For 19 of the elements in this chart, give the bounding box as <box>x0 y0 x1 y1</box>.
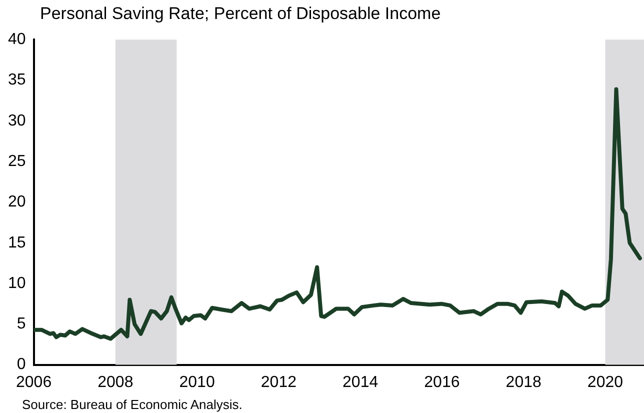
y-tick-label: 25 <box>8 152 26 170</box>
x-tick-label: 2006 <box>16 374 52 391</box>
x-tick-label: 2012 <box>260 374 297 391</box>
y-tick-label: 15 <box>8 234 26 252</box>
y-tick-label: 20 <box>8 194 26 211</box>
y-tick-label: 5 <box>16 316 26 333</box>
x-tick-label: 2014 <box>342 374 378 391</box>
y-tick-label: 35 <box>8 72 26 89</box>
x-tick-label: 2018 <box>506 374 542 391</box>
y-tick-label: 30 <box>8 112 26 130</box>
y-tick-label: 10 <box>8 274 26 292</box>
x-tick-label: 2016 <box>424 374 460 391</box>
source-note: Source: Bureau of Economic Analysis. <box>22 397 242 412</box>
x-tick-label: 2008 <box>98 374 134 391</box>
y-tick-label: 40 <box>8 31 26 48</box>
x-tick-label: 2010 <box>179 374 215 391</box>
chart-title: Personal Saving Rate; Percent of Disposable Income <box>40 4 441 24</box>
x-tick-label: 2020 <box>587 374 624 391</box>
y-tick-label: 0 <box>16 356 26 374</box>
